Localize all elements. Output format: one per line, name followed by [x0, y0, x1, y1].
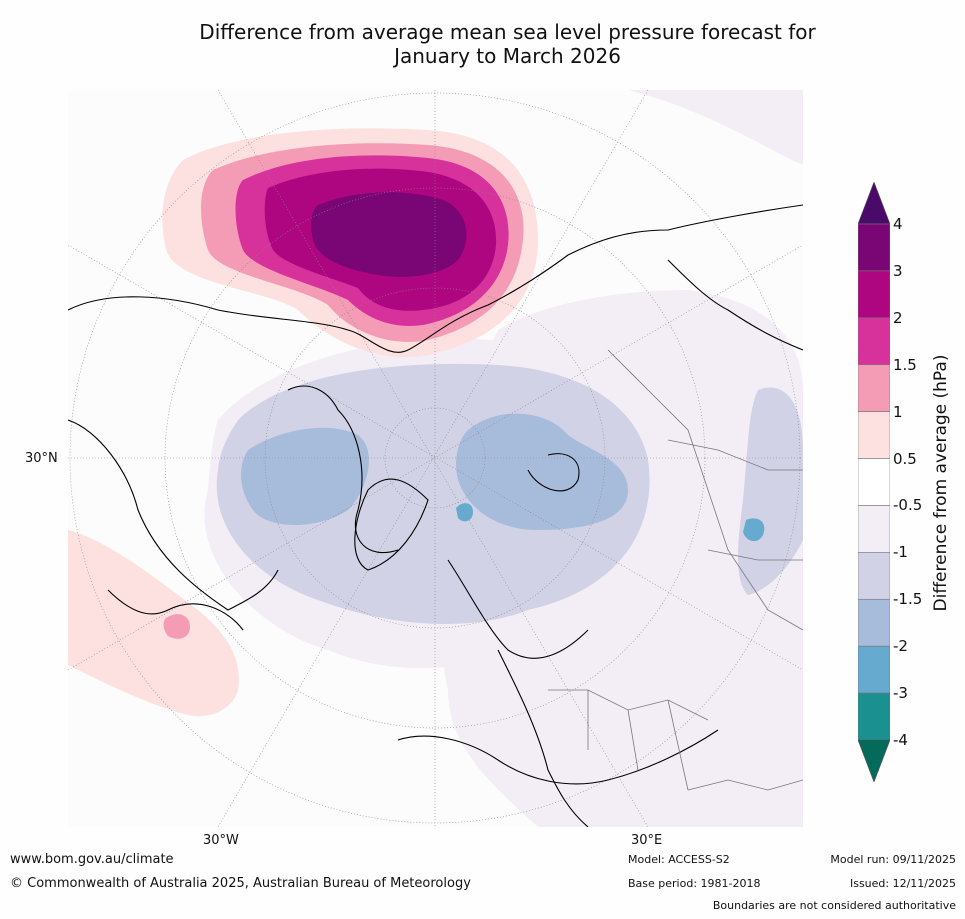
colorbar-band [858, 598, 890, 647]
anomaly-region-minus1-5-east [456, 413, 628, 530]
anomaly-region-central-asia-core [743, 518, 765, 542]
anomaly-region-southwest-plus0-5 [68, 530, 239, 717]
anomaly-region-minus1-5-west [241, 427, 369, 525]
map-canvas [68, 90, 803, 827]
lat-label-30n: 30°N [25, 451, 58, 466]
footer-copyright: © Commonwealth of Australia 2025, Austra… [10, 876, 471, 891]
colorbar-tick-label: -1.5 [893, 590, 923, 609]
colorbar-tick-label: -2 [893, 637, 908, 656]
title-line-1: Difference from average mean sea level p… [199, 20, 816, 44]
colorbar-band-bottom [858, 739, 890, 782]
chart-title: Difference from average mean sea level p… [100, 20, 915, 68]
colorbar-band [858, 223, 890, 272]
coastlines [68, 204, 803, 827]
colorbar-tick-label: -0.5 [893, 496, 923, 515]
colorbar-band [858, 458, 890, 506]
colorbar-band [858, 505, 890, 553]
colorbar-tick-label: -4 [893, 731, 908, 749]
colorbar-tick-label: 3 [893, 261, 903, 280]
colorbar-tick-label: 2 [893, 308, 903, 327]
anomaly-region-minus2 [456, 503, 473, 522]
footer-disclaimer: Boundaries are not considered authoritat… [712, 899, 956, 912]
colorbar-label: Difference from average (hPa) [931, 354, 951, 612]
lon-label-30w: 30°W [203, 833, 239, 848]
colorbar-band [858, 692, 890, 741]
colorbar-tick-label: 1 [893, 402, 903, 421]
title-line-2: January to March 2026 [394, 44, 621, 68]
lon-label-30e: 30°E [631, 833, 663, 848]
footer-model-run: Model run: 09/11/2025 [830, 853, 956, 866]
anomaly-region-central-asia [738, 387, 803, 595]
map-panel [68, 90, 803, 827]
graticule [68, 90, 803, 827]
colorbar-tick-label: 4 [893, 215, 903, 233]
footer-website: www.bom.gov.au/climate [10, 852, 174, 867]
colorbar-tick-label: -1 [893, 543, 908, 562]
colorbar-band-top [858, 182, 890, 225]
colorbar-tick-label: -3 [893, 684, 908, 703]
country-boundaries [548, 349, 803, 791]
colorbar-tick-label: 0.5 [893, 449, 917, 468]
colorbar-band [858, 411, 890, 459]
anomaly-region-pacific-plus3 [311, 192, 467, 277]
anomaly-region-southwest-plus1 [163, 614, 190, 639]
colorbar-band [858, 364, 890, 412]
anomaly-region-faint-northeast [188, 90, 803, 165]
colorbar [858, 182, 890, 782]
footer-issued: Issued: 12/11/2025 [849, 877, 956, 890]
colorbar-band [858, 270, 890, 319]
colorbar-band [858, 317, 890, 366]
colorbar-band [858, 645, 890, 694]
colorbar-tick-label: 1.5 [893, 355, 917, 374]
footer-model: Model: ACCESS-S2 [628, 853, 730, 866]
colorbar-band [858, 552, 890, 600]
footer-base-period: Base period: 1981-2018 [628, 877, 761, 890]
